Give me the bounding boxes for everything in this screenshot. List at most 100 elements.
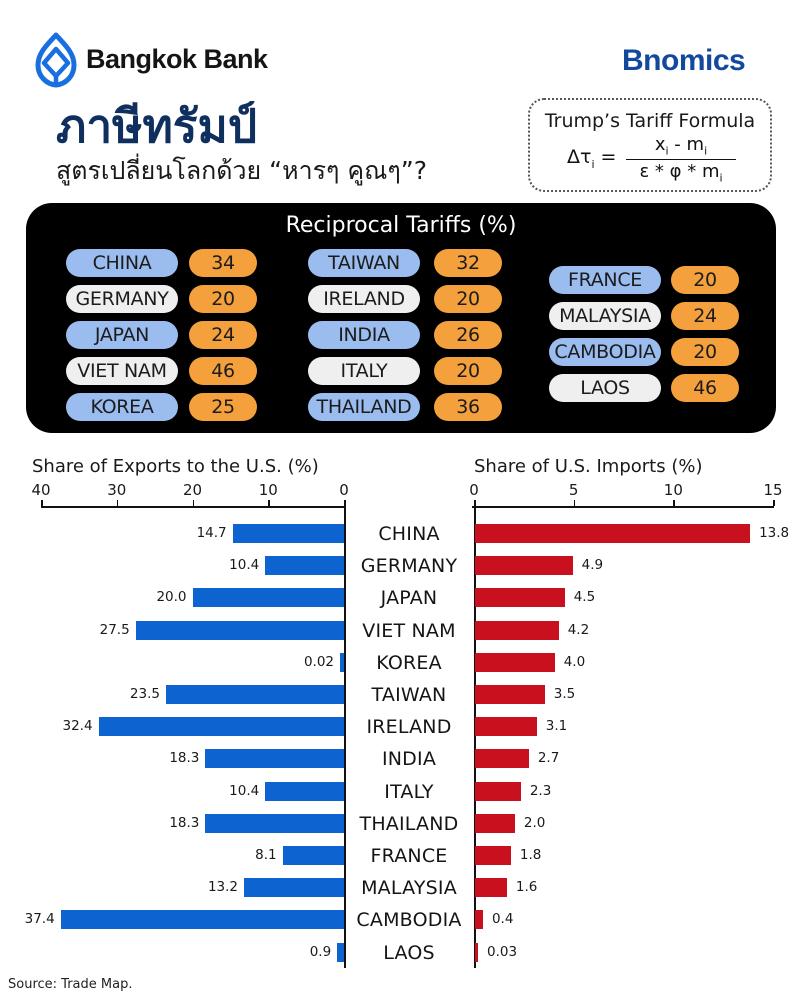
brand-name: Bangkok Bank — [86, 44, 268, 74]
imports-value-label: 0.4 — [491, 911, 514, 928]
reciprocal-tariffs-panel: Reciprocal Tariffs (%) CHINA 34 GERMANY 20 J… — [26, 203, 776, 433]
exports-bar — [265, 556, 344, 576]
imports-bar — [475, 942, 478, 962]
imports-value-label: 2.3 — [529, 782, 552, 799]
formula-title: Trump’s Tariff Formula — [544, 110, 756, 132]
exports-bar — [192, 588, 344, 608]
imports-tick-mark — [673, 500, 675, 506]
imports-value-label: 3.1 — [545, 718, 568, 735]
formula-numerator: xi - mi — [626, 134, 736, 160]
tariff-rate-pill: 25 — [189, 393, 257, 421]
exports-zero-line — [344, 506, 346, 968]
imports-value-label: 13.8 — [759, 525, 790, 541]
exports-bar — [135, 620, 344, 640]
exports-value-label: 32.4 — [62, 718, 93, 735]
exports-bar — [244, 878, 344, 898]
exports-value-label: 27.5 — [99, 621, 130, 638]
country-label: FRANCE — [370, 845, 448, 867]
imports-bar — [475, 910, 483, 930]
exports-tick-label: 0 — [339, 481, 349, 499]
tariff-country-pill: KOREA — [66, 393, 178, 421]
exports-tick-mark — [116, 500, 119, 506]
country-label: VIET NAM — [362, 619, 456, 642]
imports-tick-mark — [773, 500, 775, 506]
country-label: INDIA — [381, 748, 437, 771]
tariff-country-pill: FRANCE — [549, 266, 661, 294]
imports-value-label: 4.0 — [563, 653, 586, 670]
imports-value-label: 3.5 — [553, 686, 576, 702]
country-label: JAPAN — [380, 587, 438, 610]
country-label: LAOS — [383, 941, 435, 964]
country-label: GERMANY — [360, 555, 458, 578]
exports-tick-mark — [268, 500, 270, 506]
exports-bar — [340, 652, 344, 672]
exports-bar — [282, 846, 344, 865]
exports-tick-label: 10 — [258, 481, 278, 499]
imports-bar — [475, 620, 559, 640]
tariff-country-pill: THAILAND — [308, 393, 420, 421]
exports-x-axis — [41, 506, 346, 508]
imports-value-label: 1.6 — [515, 879, 538, 896]
tariff-country-pill: IRELAND — [308, 285, 420, 313]
source-note: Source: Trade Map. — [8, 977, 133, 992]
tariff-rate-pill: 32 — [434, 249, 502, 277]
tariff-rate-pill: 20 — [671, 338, 739, 366]
country-label: CAMBODIA — [356, 909, 462, 932]
bnomics-logo: Bnomics — [622, 44, 746, 77]
imports-value-label: 2.7 — [537, 750, 560, 767]
tariff-rate-pill: 46 — [671, 374, 739, 402]
imports-bar — [475, 524, 751, 543]
exports-value-label: 10.4 — [229, 557, 260, 574]
imports-tick-label: 5 — [568, 481, 579, 499]
exports-bar — [98, 717, 344, 737]
exports-value-label: 0.9 — [309, 943, 332, 960]
exports-tick-mark — [192, 500, 194, 506]
imports-value-label: 4.5 — [573, 589, 596, 606]
exports-tick-mark — [41, 500, 43, 506]
exports-bar — [205, 813, 344, 833]
exports-bar — [337, 942, 344, 962]
country-label: IRELAND — [366, 716, 452, 739]
bangkok-bank-logo-icon — [33, 32, 79, 88]
imports-tick-mark — [474, 500, 476, 506]
imports-bar — [475, 556, 573, 576]
imports-value-label: 4.2 — [567, 621, 590, 638]
country-label: TAIWAN — [371, 684, 447, 706]
country-label: KOREA — [376, 651, 442, 674]
tariff-rate-pill: 20 — [434, 285, 502, 313]
tariff-rate-pill: 26 — [434, 321, 502, 349]
exports-value-label: 23.5 — [129, 686, 160, 702]
country-label: CHINA — [378, 523, 440, 545]
imports-bar — [475, 749, 529, 769]
tariff-rate-pill: 20 — [189, 285, 257, 313]
imports-value-label: 2.0 — [523, 814, 546, 831]
imports-bar — [475, 717, 537, 737]
exports-tick-label: 40 — [31, 481, 51, 499]
exports-bar — [165, 685, 344, 704]
country-label: THAILAND — [359, 812, 459, 835]
exports-tick-label: 30 — [107, 481, 127, 499]
tariff-country-pill: LAOS — [549, 374, 661, 402]
exports-bar — [60, 910, 344, 930]
page-subtitle: สูตรเปลี่ยนโลกด้วย “หารๆ คูณๆ”? — [56, 156, 427, 185]
exports-value-label: 8.1 — [255, 847, 277, 863]
tariff-country-pill: JAPAN — [66, 321, 178, 349]
tariffs-title: Reciprocal Tariffs (%) — [285, 213, 517, 238]
tariff-country-pill: ITALY — [308, 357, 420, 385]
tariff-country-pill: VIET NAM — [66, 357, 178, 385]
imports-bar — [475, 781, 521, 801]
imports-chart-title: Share of U.S. Imports (%) — [474, 456, 703, 477]
imports-tick-label: 10 — [663, 481, 683, 499]
tariff-rate-pill: 36 — [434, 393, 502, 421]
imports-bar — [475, 813, 515, 833]
imports-value-label: 4.9 — [581, 557, 604, 574]
tariff-formula-box: Trump’s Tariff Formula Δτi = xi - mi ε *… — [528, 98, 772, 192]
page-title: ภาษีทรัมป์ — [56, 99, 258, 153]
country-label: ITALY — [384, 780, 434, 803]
tariff-rate-pill: 34 — [189, 249, 257, 277]
exports-value-label: 10.4 — [229, 782, 260, 799]
tariff-rate-pill: 20 — [671, 266, 739, 294]
tariff-rate-pill: 20 — [434, 357, 502, 385]
exports-value-label: 37.4 — [24, 911, 55, 928]
tariff-country-pill: INDIA — [308, 321, 420, 349]
